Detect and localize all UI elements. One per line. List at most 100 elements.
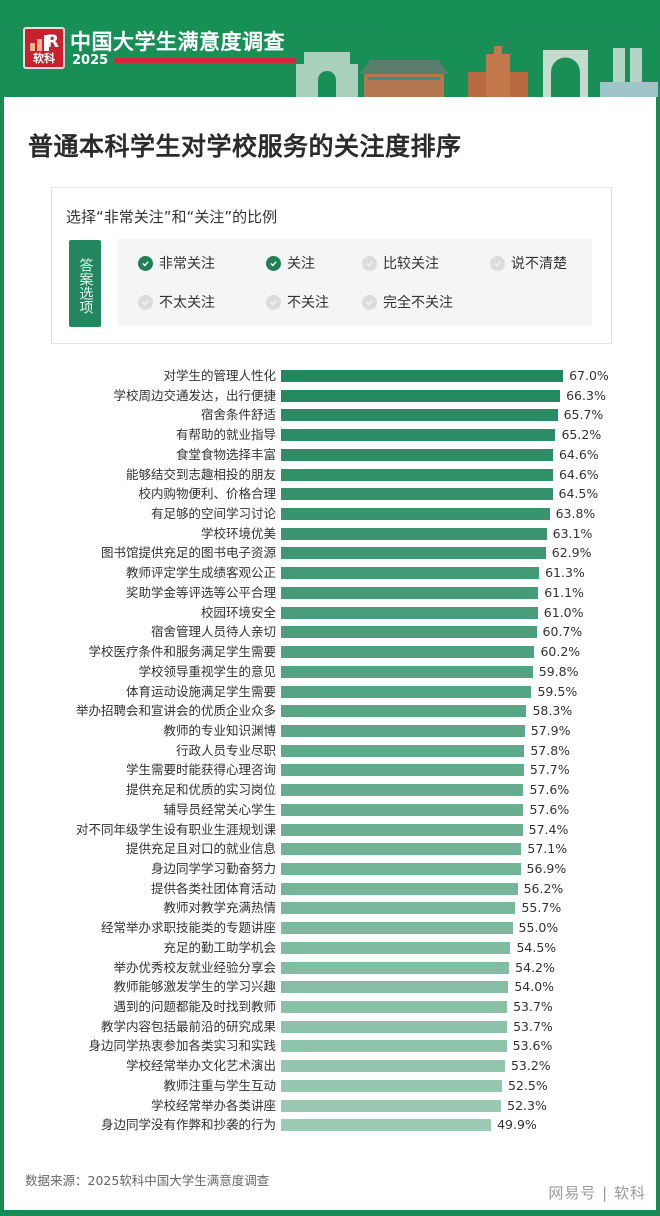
bar-label: 身边同学没有作弊和抄袭的行为 xyxy=(100,1117,276,1133)
bar-row: 提供各类社团体育活动 56.2% xyxy=(4,880,656,898)
bar-value-label: 53.2% xyxy=(510,1058,551,1074)
bar-row: 教师注重与学生互动 52.5% xyxy=(4,1077,656,1095)
bar-label: 提供充足且对口的就业信息 xyxy=(125,841,276,857)
bar-label: 学校经常举办文化艺术演出 xyxy=(125,1058,276,1074)
bar-value-label: 60.2% xyxy=(540,644,581,660)
bar-value-label: 65.7% xyxy=(563,407,604,423)
answer-options: 非常关注 关注 比较关注 说不清楚 不太关注 不关注 xyxy=(118,239,592,326)
bar-label: 举办优秀校友就业经验分享会 xyxy=(113,959,276,975)
bar-value-label: 61.3% xyxy=(545,565,585,581)
bar-value-label: 63.1% xyxy=(552,525,593,541)
bar-value-label: 57.1% xyxy=(527,841,568,857)
bar-label: 行政人员专业尽职 xyxy=(175,742,276,758)
bar-value-label: 59.8% xyxy=(538,663,579,679)
bar xyxy=(281,941,511,954)
bar-row: 身边同学没有作弊和抄袭的行为 49.9% xyxy=(4,1116,656,1134)
campus-skyline-illustration xyxy=(296,46,658,97)
check-circle-icon xyxy=(138,255,153,271)
check-circle-icon xyxy=(362,255,377,271)
red-divider xyxy=(114,58,296,63)
brand-title: 中国大学生满意度调查 xyxy=(70,30,285,54)
bar xyxy=(281,626,537,639)
bar-row: 宿舍管理人员待人亲切 60.7% xyxy=(4,623,656,641)
bar xyxy=(281,961,510,974)
bar xyxy=(281,468,553,481)
bar-row: 举办招聘会和宣讲会的优质企业众多 58.3% xyxy=(4,702,656,720)
bar-label: 校园环境安全 xyxy=(200,604,276,620)
check-circle-icon xyxy=(266,255,281,271)
bar-label: 学校环境优美 xyxy=(200,525,276,541)
bar-value-label: 57.9% xyxy=(530,722,571,738)
bar-row: 对不同年级学生设有职业生涯规划课 57.4% xyxy=(4,821,656,839)
bar-row: 图书馆提供充足的图书电子资源 62.9% xyxy=(4,544,656,562)
bar-row: 身边同学学习勤奋努力 56.9% xyxy=(4,860,656,878)
bar xyxy=(281,646,535,659)
bar-row: 学生需要时能获得心理咨询 57.7% xyxy=(4,761,656,779)
bar-label: 奖助学金等评选等公平合理 xyxy=(125,584,276,600)
bar xyxy=(281,1119,492,1132)
bar xyxy=(281,803,524,816)
bar xyxy=(281,1099,502,1112)
bar xyxy=(281,1001,508,1014)
bar xyxy=(281,448,553,461)
legend-heading: 选择“非常关注”和“关注”的比例 xyxy=(66,208,278,226)
bar-value-label: 53.7% xyxy=(513,999,553,1015)
bar xyxy=(281,409,558,422)
bar-label: 学校周边交通发达，出行便捷 xyxy=(113,387,276,403)
option-unsure: 说不清楚 xyxy=(490,253,567,273)
bar-label: 提供充足和优质的实习岗位 xyxy=(125,782,276,798)
bar-label: 能够结交到志趣相投的朋友 xyxy=(125,466,276,482)
header-banner: R 软科 中国大学生满意度调查 2025 xyxy=(0,0,660,97)
bar-label: 有足够的空间学习讨论 xyxy=(150,506,276,522)
bar-label: 校内购物便利、价格合理 xyxy=(138,486,276,502)
bar-label: 图书馆提供充足的图书电子资源 xyxy=(100,545,276,561)
bar-label: 教师能够激发学生的学习兴趣 xyxy=(113,979,276,995)
bar-row: 提供充足和优质的实习岗位 57.6% xyxy=(4,781,656,799)
bar-row: 体育运动设施满足学生需要 59.5% xyxy=(4,683,656,701)
r-logo-glyph: R xyxy=(45,32,59,52)
bar-row: 学校经常举办各类讲座 52.3% xyxy=(4,1097,656,1115)
watermark: 网易号 | 软科 xyxy=(548,1184,646,1202)
bar-row: 食堂食物选择丰富 64.6% xyxy=(4,446,656,464)
bar-value-label: 57.6% xyxy=(529,782,570,798)
bar-label: 遇到的问题都能及时找到教师 xyxy=(113,999,276,1015)
bar-label: 充足的勤工助学机会 xyxy=(163,939,276,955)
option-very-concerned: 非常关注 xyxy=(138,253,215,273)
data-source-note: 数据来源：2025软科中国大学生满意度调查 xyxy=(25,1173,270,1188)
ruanke-logo: R 软科 xyxy=(23,27,65,69)
bar-value-label: 56.2% xyxy=(523,880,564,896)
bar-row: 举办优秀校友就业经验分享会 54.2% xyxy=(4,959,656,977)
bar-value-label: 57.4% xyxy=(528,821,569,837)
bar-row: 学校领导重视学生的意见 59.8% xyxy=(4,663,656,681)
bar-row: 宿舍条件舒适 65.7% xyxy=(4,406,656,424)
bar-label: 身边同学学习勤奋努力 xyxy=(150,861,276,876)
bar-label: 学校经常举办各类讲座 xyxy=(150,1097,276,1113)
bar-label: 对不同年级学生设有职业生涯规划课 xyxy=(75,821,276,837)
bar-value-label: 61.1% xyxy=(544,584,584,600)
bar-label: 学校医疗条件和服务满足学生需要 xyxy=(88,644,276,660)
bar-value-label: 66.3% xyxy=(566,387,606,403)
bar-value-label: 58.3% xyxy=(532,703,573,719)
bar-label: 教师注重与学生互动 xyxy=(163,1077,276,1093)
bar-row: 学校医疗条件和服务满足学生需要 60.2% xyxy=(4,643,656,661)
bar xyxy=(281,784,524,797)
bar-value-label: 54.0% xyxy=(514,979,555,995)
option-concerned: 关注 xyxy=(266,253,315,273)
bar-row: 教学内容包括最前沿的研究成果 53.7% xyxy=(4,1018,656,1036)
bar xyxy=(281,429,556,442)
bar xyxy=(281,1020,508,1033)
bar-value-label: 59.5% xyxy=(537,683,578,699)
bar-row: 教师能够激发学生的学习兴趣 54.0% xyxy=(4,978,656,996)
bar xyxy=(281,665,533,678)
bar-value-label: 55.7% xyxy=(521,900,562,916)
brand-year: 2025 xyxy=(72,53,109,68)
option-not-at-all-concerned: 完全不关注 xyxy=(362,292,453,312)
logo-text: 软科 xyxy=(33,52,55,65)
bar xyxy=(281,586,539,599)
bar xyxy=(281,744,525,757)
bar xyxy=(281,547,546,560)
bar-label: 教师对教学充满热情 xyxy=(163,900,276,916)
bar-value-label: 49.9% xyxy=(497,1117,537,1133)
option-fairly-concerned: 比较关注 xyxy=(362,253,439,273)
bar-row: 有足够的空间学习讨论 63.8% xyxy=(4,505,656,523)
